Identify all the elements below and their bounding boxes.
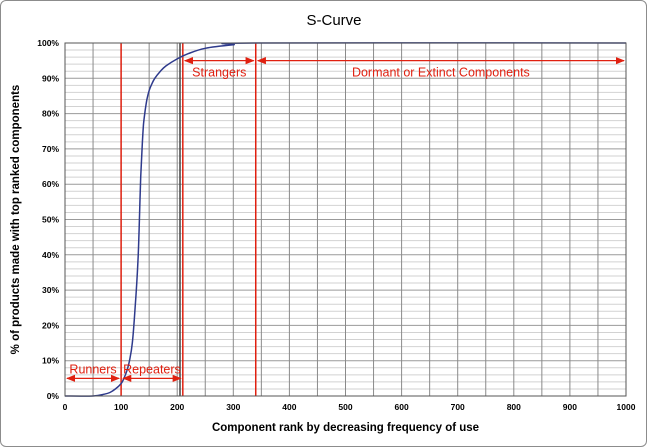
x-tick-label: 500 [338,402,352,412]
s-curve-series-line [64,42,627,397]
x-axis-ticks: 0 100 200 300 400 500 600 700 800 900 1000 [63,402,636,412]
y-tick-label: 40% [42,250,59,260]
x-tick-label: 200 [170,402,184,412]
y-axis-label: % of products made with top ranked compo… [10,85,22,355]
y-tick-label: 20% [42,320,59,330]
x-tick-label: 800 [507,402,521,412]
x-tick-label: 300 [226,402,240,412]
y-tick-label: 10% [42,356,59,366]
y-tick-label: 90% [42,73,59,83]
y-tick-label: 50% [42,215,59,225]
grid-lines [65,43,626,396]
zone-label: Dormant or Extinct Components [352,66,530,80]
y-tick-label: 30% [42,285,59,295]
plot-border [64,42,627,397]
chart-title: S-Curve [306,12,361,29]
region-dividers [120,43,257,396]
y-axis-ticks: 0% 10% 20% 30% 40% 50% 60% 70% 80% 90% 100% [37,38,59,401]
y-tick-label: 100% [37,38,59,48]
x-tick-label: 100 [114,402,128,412]
x-axis-label: Component rank by decreasing frequency o… [212,422,479,434]
zone-label: Repeaters [123,362,181,376]
x-tick-label: 400 [282,402,296,412]
y-tick-label: 0% [47,391,60,401]
x-tick-label: 900 [563,402,577,412]
zone-annotations: Runners Repeaters Strangers Dormant or Exti… [66,57,625,382]
y-tick-label: 80% [42,109,59,119]
x-tick-label: 700 [451,402,465,412]
x-tick-label: 0 [63,402,68,412]
y-tick-label: 70% [42,144,59,154]
zone-label: Runners [69,362,116,376]
x-tick-label: 600 [395,402,409,412]
zone-label: Strangers [192,66,246,80]
x-tick-label: 1000 [617,402,636,412]
y-tick-label: 60% [42,179,59,189]
